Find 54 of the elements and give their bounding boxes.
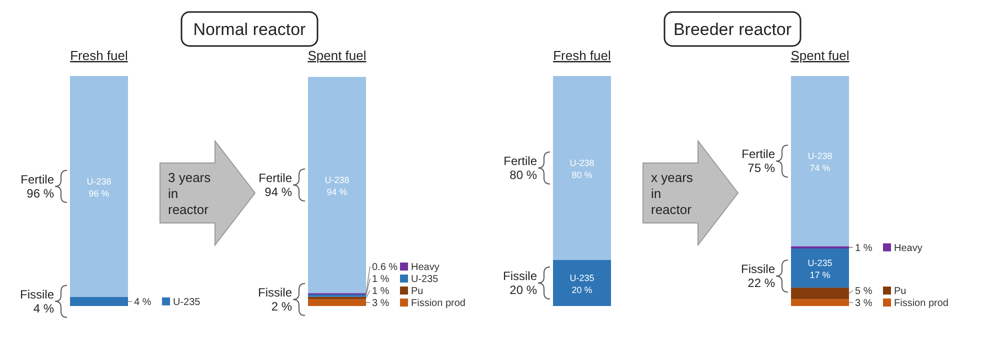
category-label: Fresh fuel <box>553 48 611 63</box>
text: U-238 <box>808 151 832 162</box>
annotation: 3 years in reactor <box>168 170 212 217</box>
legend-label: Heavy <box>894 242 922 254</box>
legend-label: Fission prod <box>894 298 948 310</box>
annotation: Fissile 4 % <box>20 287 54 316</box>
annotation: Fertile 75 % <box>742 147 776 176</box>
legend-label: Pu <box>894 286 906 298</box>
legend-label: Fission prod <box>411 298 466 310</box>
bar <box>553 260 611 306</box>
category-label: Spent fuel <box>308 48 366 63</box>
bar <box>308 299 366 306</box>
data-label: 20 % <box>572 285 592 295</box>
data-label: 74 % <box>810 163 830 174</box>
data-label: 1 % <box>855 242 872 254</box>
legend-label: U-235 <box>173 296 201 308</box>
bar <box>791 76 849 246</box>
text: U-238 <box>324 175 350 186</box>
data-label: 1 % <box>372 274 390 286</box>
legend-label: Heavy <box>411 262 440 274</box>
bar <box>308 76 366 294</box>
bar <box>70 76 128 297</box>
bar <box>553 76 611 260</box>
data-label: 96 % <box>88 188 110 198</box>
annotation: Fertile 96 % <box>20 172 54 200</box>
category-label: Fresh fuel <box>70 48 128 63</box>
series-label: U-238 <box>570 158 594 168</box>
annotation: x years in reactor <box>651 170 694 217</box>
annotation: Fissile 2 % <box>258 286 292 314</box>
bar <box>791 248 849 288</box>
data-label: 17 % <box>810 270 830 280</box>
bar <box>70 296 128 306</box>
annotation: Fertile 94 % <box>258 171 292 200</box>
data-label: 3 % <box>372 298 390 310</box>
text: U-235 <box>570 273 594 283</box>
annotation: Fertile 80 % <box>504 154 538 182</box>
bar <box>791 299 849 306</box>
data-label: 94 % <box>326 187 348 198</box>
series-label: U-235 <box>808 258 832 268</box>
data-label: 1 % <box>372 286 390 298</box>
annotation: Fissile 22 % <box>740 262 776 290</box>
data-label: 5 % <box>855 286 872 298</box>
data-label: 4 % <box>134 296 152 308</box>
chart-title: Normal reactor <box>193 20 306 39</box>
annotation: Fissile 20 % <box>502 269 538 297</box>
bar <box>791 288 849 300</box>
category-label: Spent fuel <box>790 48 850 63</box>
data-label: 80 % <box>572 170 592 180</box>
legend-label: Pu <box>411 286 424 298</box>
series-label: U-238 <box>86 176 112 186</box>
chart-title: Breeder reactor <box>673 20 792 39</box>
text: U-235 <box>411 274 438 286</box>
data-label: 3 % <box>855 298 872 310</box>
data-label: 0.6 % <box>372 262 398 274</box>
